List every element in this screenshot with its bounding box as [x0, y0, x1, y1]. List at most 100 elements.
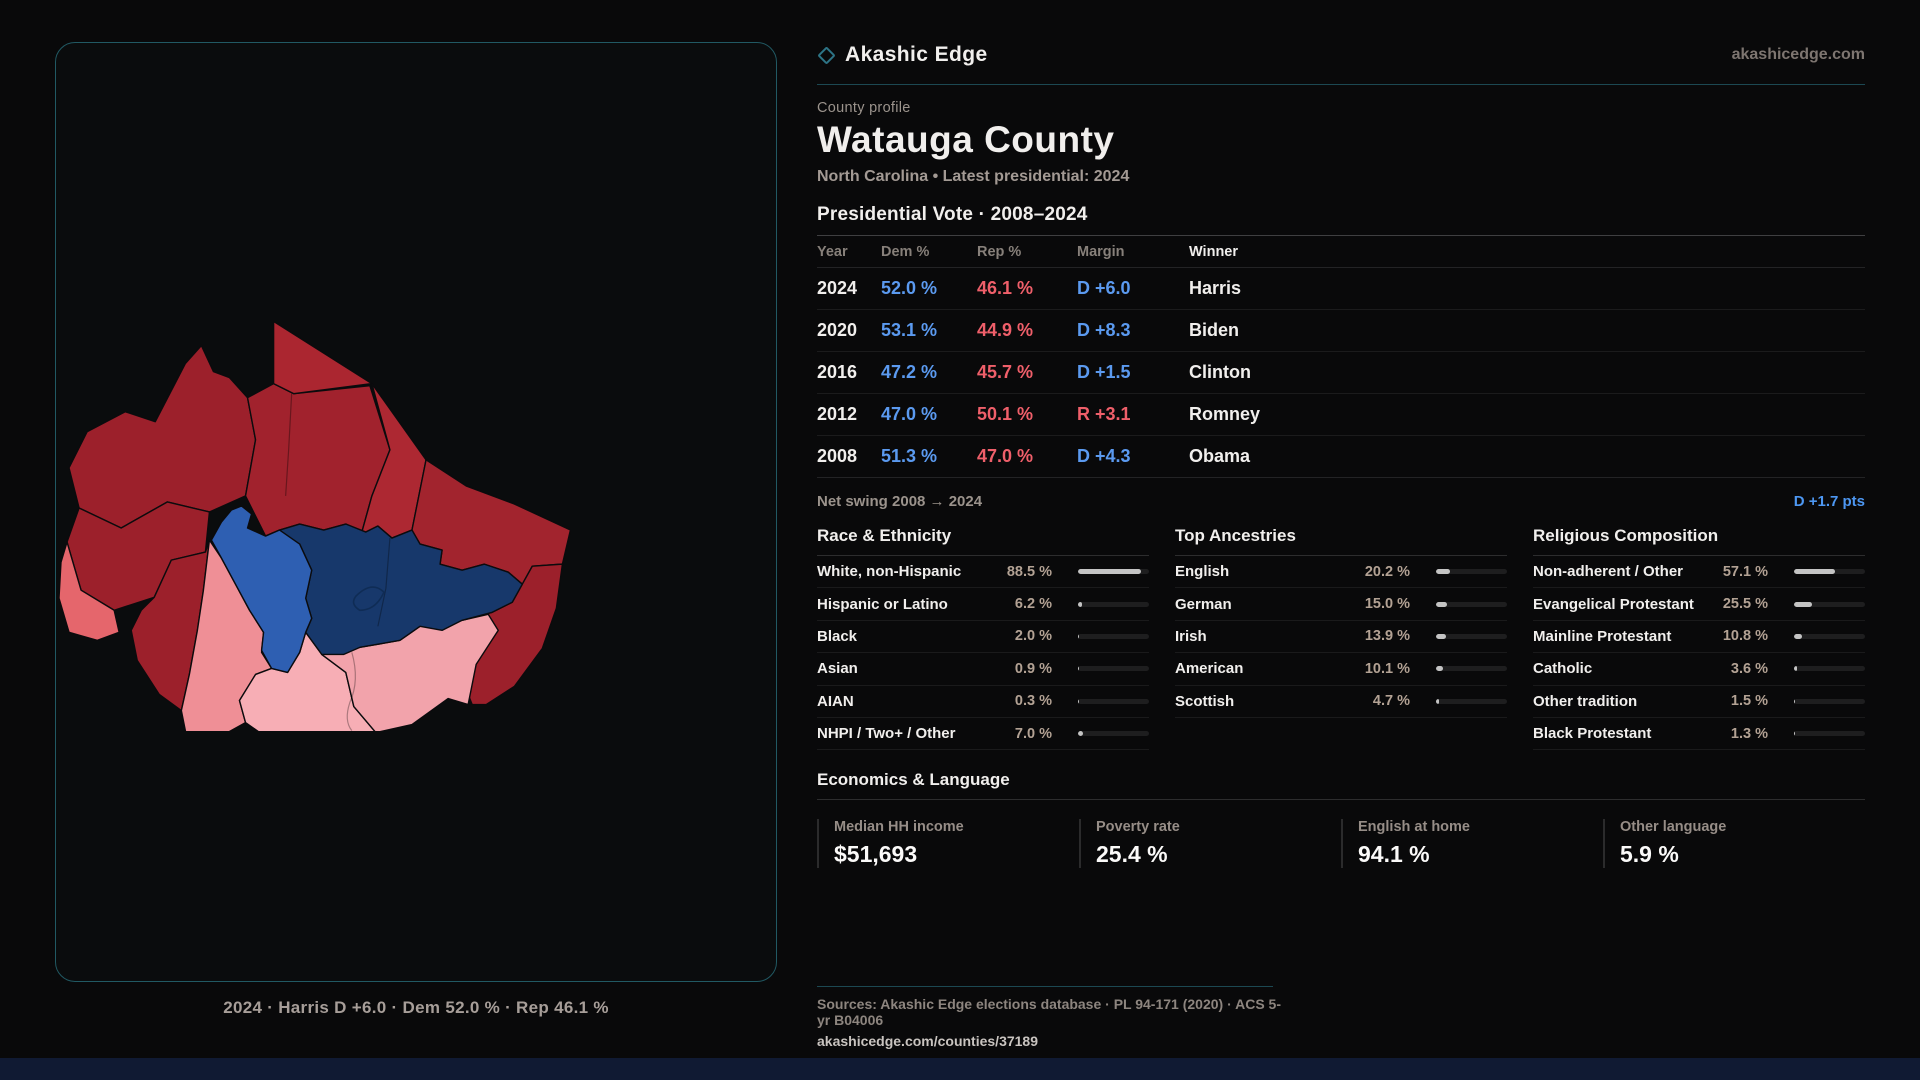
- stat-block: Other language 5.9 %: [1603, 819, 1865, 869]
- cell-margin: D +4.3: [1077, 446, 1131, 466]
- demo-bar: [1436, 698, 1507, 704]
- demo-row: NHPI / Two+ / Other 7.0 %: [817, 718, 1149, 751]
- brand-domain-link[interactable]: akashicedge.com: [1731, 46, 1865, 63]
- demo-label: Black: [817, 627, 858, 645]
- demo-value: 4.7 %: [1372, 693, 1410, 710]
- cell-winner: Clinton: [1189, 362, 1251, 382]
- religion-title: Religious Composition: [1533, 526, 1865, 556]
- demo-value: 13.9 %: [1364, 628, 1410, 645]
- demo-value: 10.8 %: [1722, 628, 1768, 645]
- table-row: 2024 52.0 % 46.1 % D +6.0 Harris: [817, 268, 1865, 310]
- demo-row: German 15.0 %: [1175, 588, 1507, 621]
- table-row: 2012 47.0 % 50.1 % R +3.1 Romney: [817, 394, 1865, 436]
- table-row: 2008 51.3 % 47.0 % D +4.3 Obama: [817, 436, 1865, 478]
- stat-label: Other language: [1620, 819, 1727, 836]
- race-title: Race & Ethnicity: [817, 526, 1149, 556]
- county-polygon-nw: [68, 344, 257, 529]
- cell-rep-pct: 47.0 %: [977, 446, 1034, 466]
- stat-label: Poverty rate: [1096, 819, 1180, 836]
- demo-bar-fill: [1078, 601, 1083, 607]
- demo-bar-fill: [1794, 633, 1802, 639]
- demo-bar: [1078, 569, 1149, 575]
- county-polygon-watauga: [210, 505, 313, 674]
- demo-value: 6.2 %: [1014, 596, 1052, 613]
- footer: Sources: Akashic Edge elections database…: [817, 986, 1287, 1051]
- demo-row: Asian 0.9 %: [817, 653, 1149, 686]
- map-caption: 2024 · Harris D +6.0 · Dem 52.0 % · Rep …: [223, 998, 609, 1017]
- county-profile-panel: Akashic Edge akashicedge.com County prof…: [817, 40, 1865, 869]
- sources-text: Sources: Akashic Edge elections database…: [817, 996, 1281, 1028]
- demo-value: 1.3 %: [1730, 725, 1768, 742]
- race-column: Race & Ethnicity White, non-Hispanic 88.5…: [817, 526, 1149, 751]
- demo-value: 2.0 %: [1014, 628, 1052, 645]
- demo-row: American 10.1 %: [1175, 653, 1507, 686]
- county-border-line: [377, 538, 391, 627]
- col-margin: Margin: [1077, 243, 1125, 260]
- county-polygon-west-coast: [59, 541, 120, 642]
- demo-bar: [1794, 569, 1865, 575]
- demo-value: 15.0 %: [1364, 596, 1410, 613]
- religion-rows: Non-adherent / Other 57.1 % Evangelical Pr…: [1533, 556, 1865, 751]
- demo-row: Scottish 4.7 %: [1175, 686, 1507, 718]
- demo-label: Non-adherent / Other: [1533, 563, 1684, 581]
- col-rep: Rep %: [977, 243, 1022, 260]
- ancestry-title: Top Ancestries: [1175, 526, 1507, 556]
- demo-label: Hispanic or Latino: [817, 595, 948, 613]
- demo-bar-fill: [1436, 633, 1446, 639]
- demo-bar: [1436, 633, 1507, 639]
- demo-row: White, non-Hispanic 88.5 %: [817, 556, 1149, 589]
- religion-column: Religious Composition Non-adherent / Oth…: [1533, 526, 1865, 751]
- stat-block: English at home 94.1 %: [1341, 819, 1603, 869]
- demo-row: Non-adherent / Other 57.1 %: [1533, 556, 1865, 589]
- cell-rep-pct: 44.9 %: [977, 320, 1034, 340]
- demo-value: 57.1 %: [1722, 563, 1768, 580]
- demo-bar-fill: [1794, 666, 1797, 672]
- demo-bar: [1078, 633, 1149, 639]
- demo-bar-fill: [1078, 633, 1080, 639]
- table-row: 2016 47.2 % 45.7 % D +1.5 Clinton: [817, 352, 1865, 394]
- demo-row: Black Protestant 1.3 %: [1533, 718, 1865, 751]
- vote-table-body: 2024 52.0 % 46.1 % D +6.0 Harris 2020 53.1 % 44…: [817, 268, 1865, 478]
- cell-year: 2024: [817, 278, 858, 298]
- net-swing-value: D +1.7 pts: [1793, 493, 1865, 510]
- demo-bar: [1794, 698, 1865, 704]
- demo-row: Hispanic or Latino 6.2 %: [817, 588, 1149, 621]
- demo-row: Other tradition 1.5 %: [1533, 686, 1865, 718]
- county-border-line: [285, 393, 293, 496]
- demo-row: AIAN 0.3 %: [817, 686, 1149, 718]
- demo-value: 10.1 %: [1364, 660, 1410, 677]
- stat-label: Median HH income: [834, 819, 964, 836]
- stat-value: 5.9 %: [1620, 841, 1679, 868]
- county-polygon-ne-wedge: [272, 320, 373, 395]
- cell-year: 2016: [817, 362, 858, 382]
- permalink[interactable]: akashicedge.com/counties/37189: [817, 1033, 1038, 1049]
- cell-year: 2012: [817, 404, 858, 424]
- county-map: [59, 320, 572, 731]
- net-swing-label: Net swing 2008 → 2024: [817, 493, 983, 510]
- cell-dem-pct: 53.1 %: [881, 320, 938, 340]
- demo-label: German: [1175, 595, 1232, 613]
- demo-value: 88.5 %: [1006, 563, 1052, 580]
- subtitle: North Carolina • Latest presidential: 20…: [817, 168, 1130, 185]
- cell-year: 2020: [817, 320, 858, 340]
- demo-bar-fill: [1436, 666, 1444, 672]
- demo-value: 1.5 %: [1730, 693, 1768, 710]
- demo-row: Irish 13.9 %: [1175, 621, 1507, 654]
- cell-rep-pct: 50.1 %: [977, 404, 1034, 424]
- bottom-strip: [0, 1058, 1920, 1080]
- demo-label: AIAN: [817, 692, 854, 710]
- county-map-panel: [55, 42, 777, 982]
- demo-bar: [1794, 731, 1865, 737]
- stat-block: Poverty rate 25.4 %: [1079, 819, 1341, 869]
- footer-divider: [817, 986, 1273, 987]
- col-year: Year: [817, 243, 848, 260]
- demo-label: Irish: [1175, 627, 1207, 645]
- demo-bar-fill: [1794, 569, 1835, 575]
- demo-bar-fill: [1436, 601, 1447, 607]
- demo-label: White, non-Hispanic: [817, 563, 962, 581]
- kicker: County profile: [817, 100, 911, 116]
- demo-bar: [1794, 601, 1865, 607]
- demo-value: 3.6 %: [1730, 660, 1768, 677]
- brand-row: Akashic Edge akashicedge.com: [817, 40, 1865, 70]
- demo-row: Black 2.0 %: [817, 621, 1149, 654]
